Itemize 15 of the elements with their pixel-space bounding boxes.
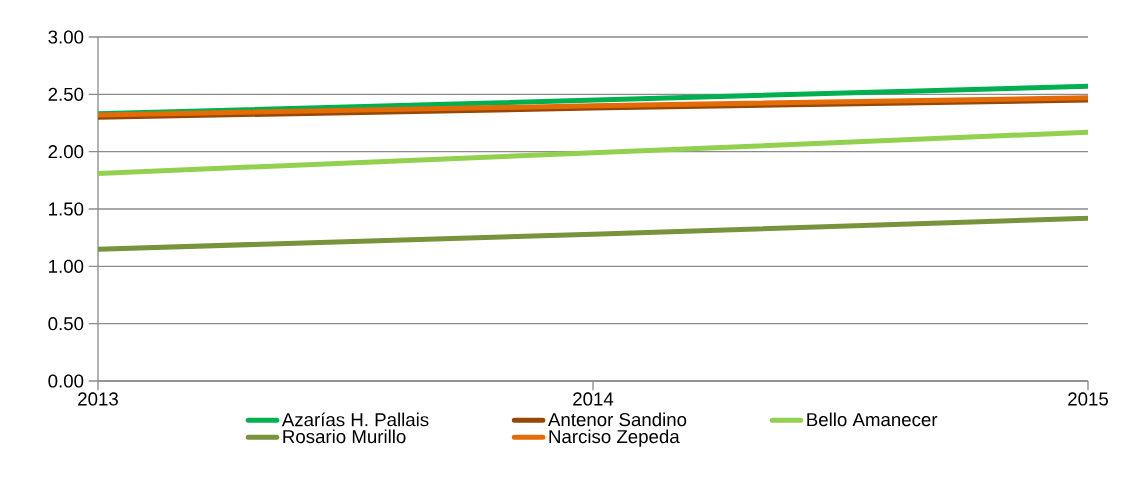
x-tick-label: 2013 bbox=[78, 392, 118, 406]
legend-label: Antenor Sandino bbox=[548, 412, 687, 427]
legend-label: Azarías H. Pallais bbox=[281, 412, 429, 427]
legend-label: Rosario Murillo bbox=[283, 429, 406, 444]
legend-label: Narciso Zepeda bbox=[549, 429, 680, 447]
y-tick-label: 2.50 bbox=[48, 87, 84, 101]
legend-label: Bello Amanecer bbox=[807, 412, 938, 427]
y-tick-label: 2.00 bbox=[48, 145, 84, 159]
y-tick-label: 0.00 bbox=[48, 374, 84, 388]
x-tick-label: 2014 bbox=[573, 392, 614, 406]
y-tick-label: 3.00 bbox=[48, 30, 84, 44]
x-tick-label: 2015 bbox=[1068, 392, 1108, 406]
y-tick-label: 0.50 bbox=[48, 317, 84, 331]
y-tick-label: 1.50 bbox=[49, 202, 84, 216]
y-tick-label: 1.00 bbox=[49, 259, 84, 273]
